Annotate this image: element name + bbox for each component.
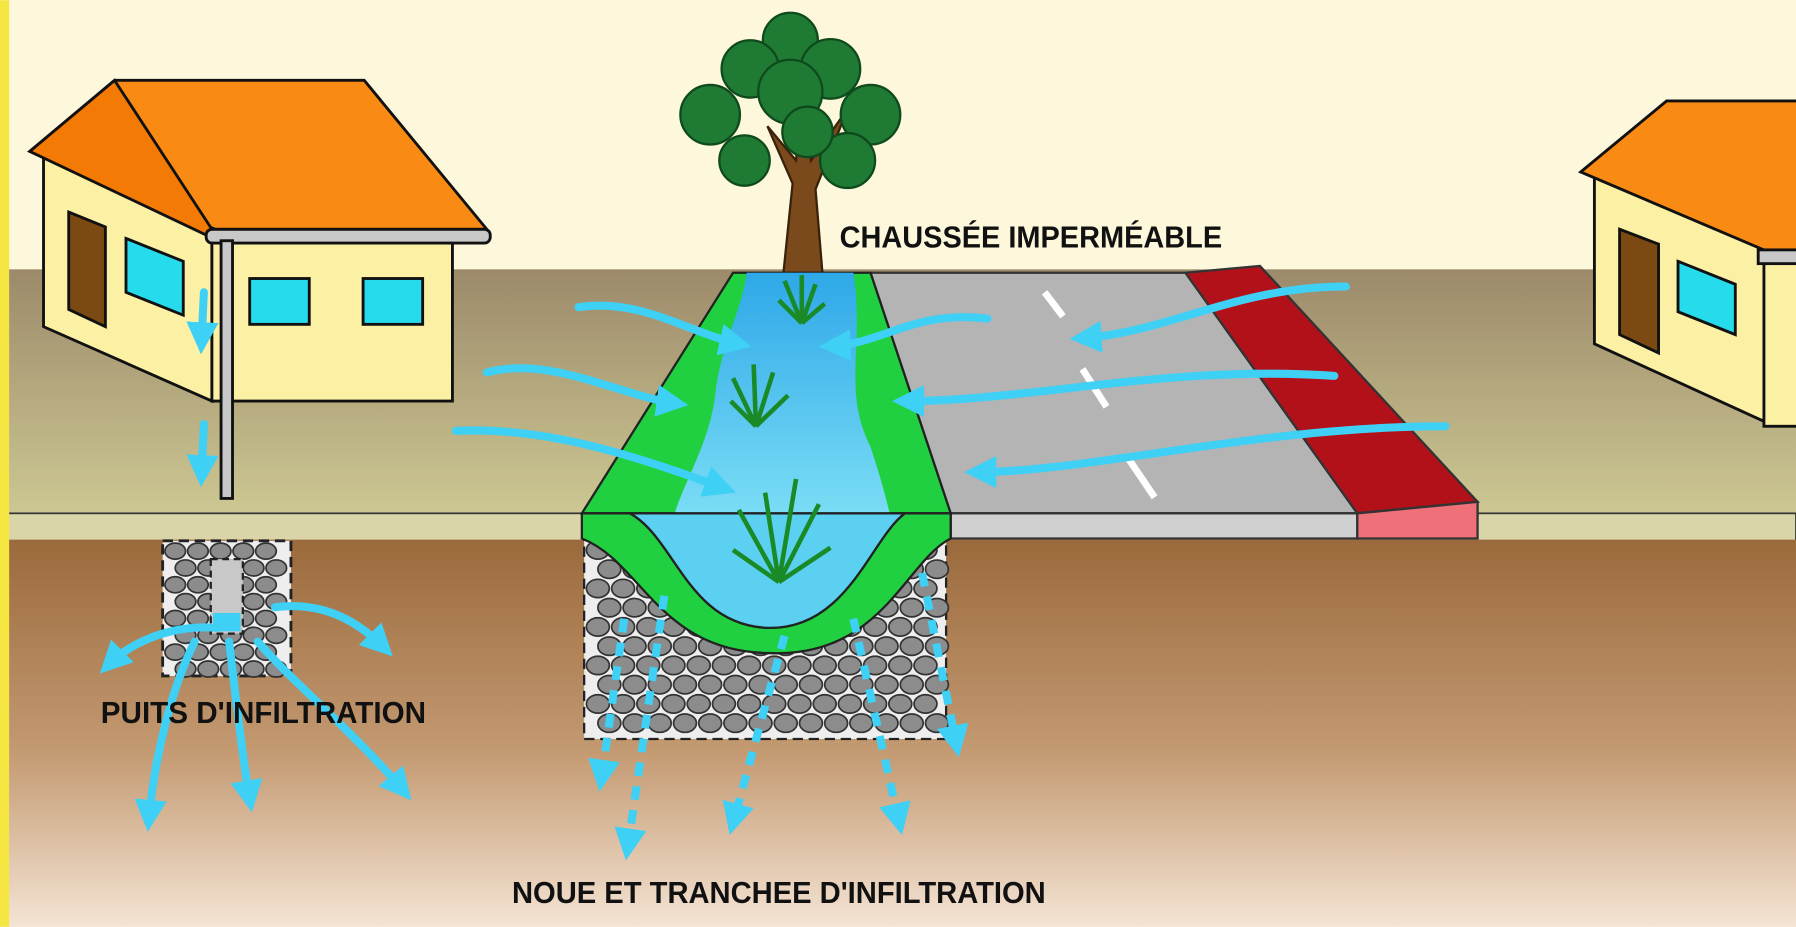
stone (813, 656, 836, 674)
stone (165, 543, 186, 559)
stone (914, 695, 937, 713)
stone (788, 695, 811, 713)
stone (889, 618, 912, 636)
stone (914, 656, 937, 674)
stone (266, 627, 287, 643)
tree-part-part (782, 107, 832, 157)
house-left-part (221, 241, 232, 499)
stone (799, 714, 822, 732)
stone (738, 695, 761, 713)
stone (799, 676, 822, 694)
stone (210, 543, 231, 559)
road-part (951, 513, 1358, 538)
tree-part-part (680, 85, 740, 145)
stone (266, 560, 287, 576)
stone (256, 610, 277, 626)
stone (889, 656, 912, 674)
stone (165, 610, 186, 626)
stone (623, 599, 646, 617)
stone (243, 594, 264, 610)
stone (687, 656, 710, 674)
label-well: PUITS D'INFILTRATION (101, 695, 426, 730)
illustration: CHAUSSÉE IMPERMÉABLE PUITS D'INFILTRATIO… (0, 0, 1796, 927)
stone (662, 656, 685, 674)
house-right-part (1764, 254, 1796, 426)
stone (612, 579, 635, 597)
stone (825, 676, 848, 694)
stone (900, 637, 923, 655)
label-swale: NOUE ET TRANCHEE D'INFILTRATION (512, 875, 1046, 910)
house-right-part (1620, 229, 1659, 353)
stone (900, 714, 923, 732)
stone (687, 695, 710, 713)
stone (165, 577, 186, 593)
tree-part-part (719, 135, 769, 185)
stone (875, 676, 898, 694)
stone (586, 579, 609, 597)
stone (774, 714, 797, 732)
stone (674, 676, 697, 694)
stone (699, 714, 722, 732)
flow-arrows-part (202, 292, 204, 341)
side-strip (0, 0, 9, 927)
stone (738, 656, 761, 674)
stone (198, 661, 219, 677)
stone (850, 714, 873, 732)
stone (623, 676, 646, 694)
stone (825, 714, 848, 732)
stone (586, 618, 609, 636)
stone (586, 695, 609, 713)
stone (712, 656, 735, 674)
stone (243, 661, 264, 677)
stone (165, 644, 186, 660)
stone (712, 695, 735, 713)
stone (188, 577, 209, 593)
house-left-part (206, 229, 490, 243)
stone (674, 714, 697, 732)
stone (175, 560, 196, 576)
stone (900, 676, 923, 694)
stone (699, 676, 722, 694)
flow-arrows-part (202, 424, 204, 474)
house-left-part (250, 279, 310, 325)
house-right-part (1758, 250, 1796, 264)
stone (925, 560, 948, 578)
stone (188, 543, 209, 559)
stone (586, 656, 609, 674)
stone (925, 714, 948, 732)
stone (623, 637, 646, 655)
stone (233, 543, 254, 559)
stone (838, 695, 861, 713)
stone (889, 695, 912, 713)
stone (875, 637, 898, 655)
house-left-part (69, 212, 106, 327)
house-left-part (363, 279, 423, 325)
stone (674, 637, 697, 655)
label-road: CHAUSSÉE IMPERMÉABLE (840, 220, 1223, 255)
stone (774, 676, 797, 694)
stone (724, 714, 747, 732)
stone (256, 577, 277, 593)
stone (662, 695, 685, 713)
stone (724, 676, 747, 694)
stone (813, 695, 836, 713)
stone (175, 594, 196, 610)
stone (788, 656, 811, 674)
stone (598, 599, 621, 617)
stone (900, 599, 923, 617)
stone (256, 543, 277, 559)
stone (648, 714, 671, 732)
stone (838, 656, 861, 674)
stone (233, 644, 254, 660)
stone (243, 560, 264, 576)
